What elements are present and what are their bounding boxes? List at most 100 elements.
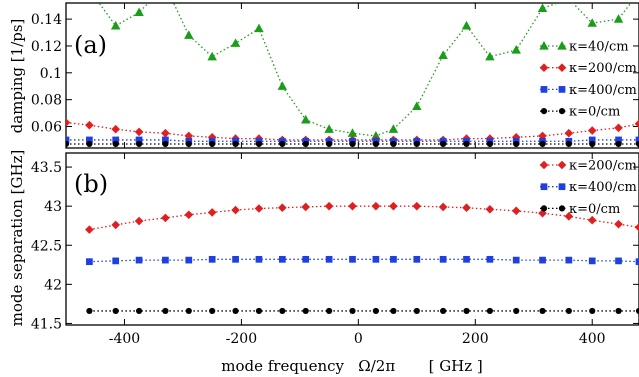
x-tick-label: -200 — [226, 331, 257, 347]
data-point — [486, 140, 493, 148]
data-point — [255, 140, 263, 148]
y-tick-label: 0.1 — [40, 66, 62, 82]
y-tick-label: 0.08 — [31, 93, 62, 109]
legend: κ=40/cm κ=200/cm κ=400/cm κ=0/cm — [539, 40, 637, 120]
data-point — [277, 81, 288, 90]
data-point — [438, 50, 448, 60]
data-point — [111, 220, 120, 230]
y-tick-label: 41.5 — [31, 316, 62, 332]
data-point — [135, 136, 143, 144]
data-point — [388, 124, 399, 133]
data-point — [413, 140, 420, 148]
x-axis-label: mode frequency Ω/2π [ GHz ] — [221, 357, 483, 375]
data-point — [86, 258, 93, 266]
data-point — [134, 127, 144, 137]
data-point — [539, 256, 546, 264]
data-point — [134, 7, 144, 17]
data-point — [326, 307, 333, 315]
data-point — [66, 136, 70, 144]
data-point — [587, 215, 597, 225]
data-point — [66, 140, 70, 148]
data-point — [587, 18, 597, 27]
data-point — [161, 128, 170, 138]
y-tick-label: 42.5 — [31, 238, 62, 254]
legend-entry-label: κ=400/cm — [569, 180, 637, 195]
data-point — [86, 307, 93, 315]
data-point — [588, 257, 596, 265]
data-point — [231, 205, 240, 215]
data-point — [537, 3, 548, 13]
series-line — [89, 205, 639, 231]
data-point — [614, 123, 623, 133]
data-point — [279, 307, 286, 315]
data-point — [486, 307, 493, 315]
data-point — [112, 257, 120, 265]
data-point — [185, 140, 192, 148]
data-point — [255, 307, 263, 315]
data-point — [300, 114, 311, 124]
data-point — [589, 140, 596, 148]
legend-entry-label: κ=0/cm — [569, 202, 620, 217]
data-point — [135, 307, 143, 315]
data-point — [254, 204, 264, 213]
panel-label: (a) — [74, 31, 107, 59]
data-point — [112, 307, 119, 315]
data-point — [463, 307, 470, 315]
data-point — [208, 255, 216, 263]
data-point — [209, 307, 216, 315]
data-point — [348, 201, 357, 211]
data-point — [564, 0, 573, 3]
data-point — [207, 132, 217, 142]
data-point — [538, 131, 547, 141]
data-point — [255, 255, 263, 263]
legend-marker — [540, 86, 548, 93]
data-point — [486, 255, 494, 263]
data-point — [254, 23, 264, 33]
legend-marker — [540, 183, 548, 191]
data-point — [438, 202, 448, 212]
y-tick-label: 42 — [44, 277, 62, 293]
data-point — [325, 255, 333, 263]
data-point — [615, 257, 622, 265]
data-point — [372, 140, 379, 148]
legend-marker — [539, 41, 549, 50]
data-point — [349, 307, 356, 315]
data-point — [565, 256, 573, 264]
legend-marker — [557, 160, 567, 170]
data-point — [390, 255, 397, 263]
data-point — [511, 45, 521, 54]
legend-marker — [540, 205, 548, 212]
data-point — [614, 219, 623, 229]
data-point — [278, 203, 287, 213]
x-tick-label: -400 — [109, 331, 140, 347]
data-point — [372, 307, 379, 315]
data-point — [485, 204, 495, 214]
data-point — [440, 140, 447, 148]
data-point — [462, 203, 471, 213]
data-point — [134, 216, 144, 226]
data-point — [513, 307, 520, 315]
data-point — [634, 119, 639, 129]
data-point — [390, 307, 397, 315]
data-point — [565, 307, 572, 315]
data-point — [440, 307, 447, 315]
legend-marker — [557, 63, 567, 72]
legend-entry-label: κ=200/cm — [569, 61, 637, 76]
data-point — [485, 51, 495, 61]
data-point — [463, 255, 470, 263]
legend-marker — [540, 108, 548, 115]
data-point — [184, 30, 194, 39]
data-point — [184, 210, 194, 220]
data-point — [589, 307, 596, 315]
data-point — [207, 208, 217, 217]
y-tick-label: 0.06 — [31, 120, 62, 136]
legend-entry-label: κ=200/cm — [569, 159, 637, 174]
data-point — [511, 206, 521, 216]
data-point — [347, 128, 358, 137]
data-point — [615, 136, 622, 144]
data-point — [162, 307, 169, 315]
y-axis-label: mode separation [GHz] — [8, 150, 26, 327]
data-point — [615, 140, 622, 148]
data-point — [162, 136, 169, 144]
data-point — [635, 136, 639, 144]
